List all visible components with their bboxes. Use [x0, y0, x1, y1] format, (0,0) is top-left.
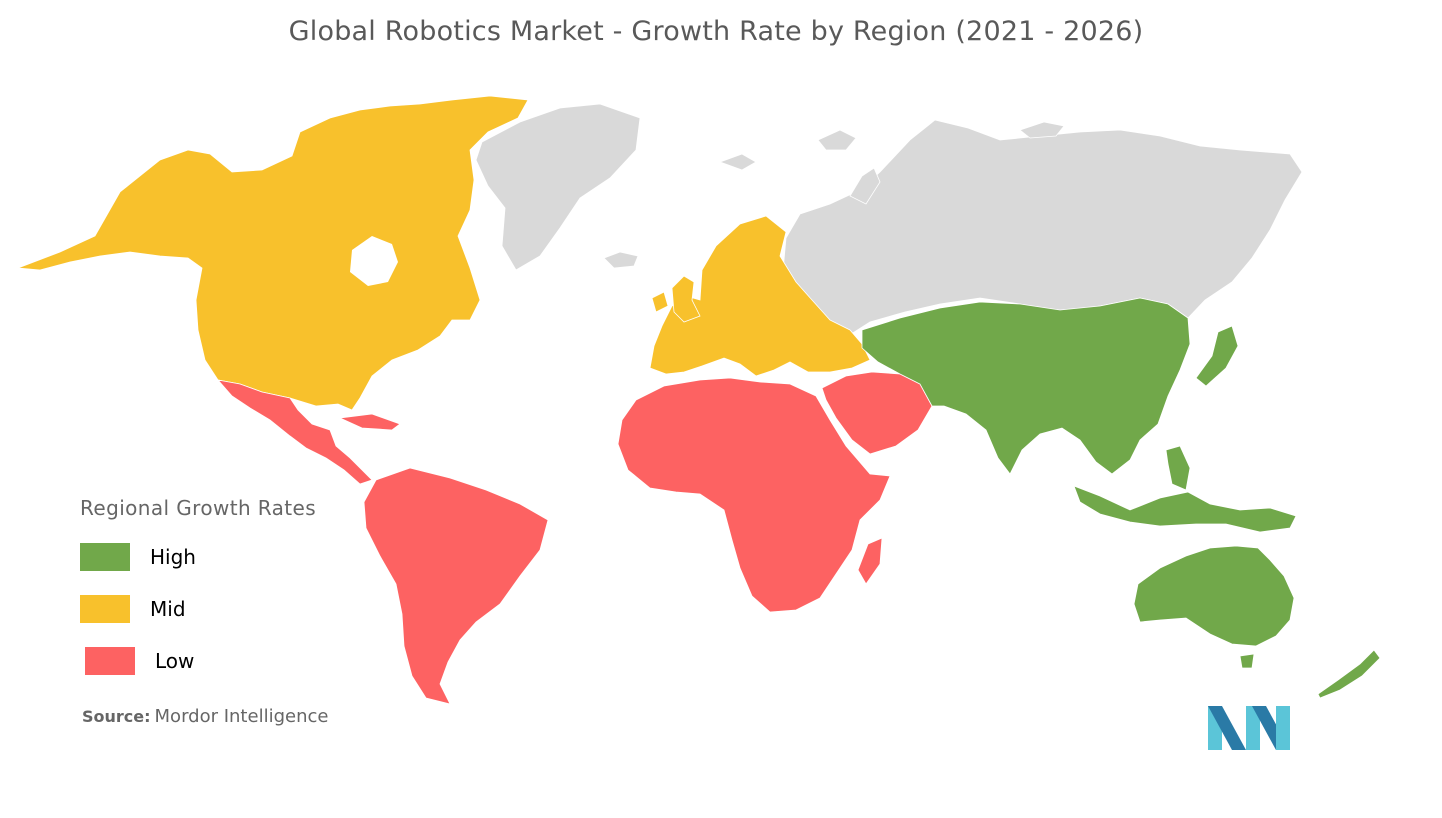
- asia-land: [861, 297, 1191, 475]
- mordor-intelligence-logo: [1208, 706, 1290, 750]
- novaya-zemlya-land: [849, 167, 881, 205]
- source-value: Mordor Intelligence: [154, 706, 329, 727]
- caribbean-land: [338, 413, 401, 431]
- source-label: Source:: [82, 707, 151, 726]
- canada-arctic-gray-land: [718, 153, 757, 171]
- legend-label-high: High: [150, 545, 196, 569]
- south-america-land: [363, 467, 549, 705]
- europe-land: [649, 215, 871, 377]
- legend-swatch-low: [85, 647, 135, 675]
- legend-item-mid: Mid: [80, 594, 316, 624]
- legend-label-mid: Mid: [150, 597, 186, 621]
- ireland-land: [651, 291, 669, 313]
- legend-item-low: Low: [85, 646, 316, 676]
- source-note: Source: Mordor Intelligence: [82, 706, 328, 727]
- legend-swatch-mid: [80, 595, 130, 623]
- southeast-asia-islands-land: [1073, 485, 1297, 533]
- map-title: Global Robotics Market - Growth Rate by …: [288, 16, 1144, 47]
- svalbard-land: [817, 129, 857, 151]
- middle-east-land: [821, 371, 933, 455]
- logo-right-bar: [1276, 706, 1290, 750]
- north-america-land: [17, 95, 529, 411]
- australia-land: [1133, 545, 1295, 647]
- logo-mid-bar: [1246, 706, 1260, 750]
- philippines-land: [1165, 445, 1191, 491]
- new-zealand-land: [1317, 649, 1381, 699]
- greenland-land: [475, 103, 641, 271]
- uk-land: [671, 275, 701, 323]
- hudson-bay-water: [350, 236, 398, 286]
- madagascar-land: [857, 537, 883, 585]
- africa-land: [617, 377, 891, 613]
- legend-item-high: High: [80, 542, 316, 572]
- legend-label-low: Low: [155, 649, 195, 673]
- japan-land: [1195, 325, 1239, 387]
- tasmania-land: [1239, 653, 1255, 669]
- iceland-land: [603, 251, 639, 269]
- legend-title: Regional Growth Rates: [80, 496, 317, 520]
- legend-swatch-high: [80, 543, 130, 571]
- logo-left-diagonal: [1208, 706, 1246, 750]
- mexico-central-america-land: [216, 379, 373, 485]
- russia-land: [781, 119, 1303, 353]
- arctic-island-land: [1019, 121, 1065, 139]
- legend: Regional Growth Rates High Mid Low: [80, 496, 316, 698]
